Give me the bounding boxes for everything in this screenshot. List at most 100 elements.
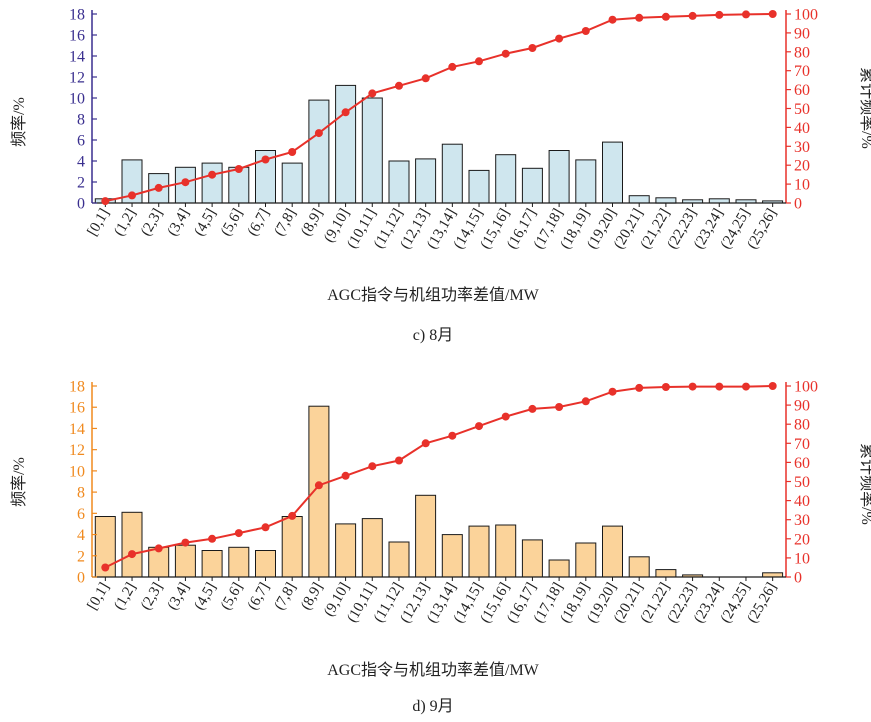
cumulative-point (234, 529, 243, 538)
cumulative-point (288, 511, 297, 520)
right-tick-label: 80 (794, 417, 810, 434)
x-tick-label: (3,4] (165, 580, 193, 613)
bar (201, 162, 223, 204)
cumulative-point (154, 544, 163, 553)
cumulative-point (261, 155, 270, 164)
cumulative-point (608, 387, 617, 396)
cumulative-point (181, 538, 190, 547)
cumulative-point (288, 148, 297, 156)
bar (201, 550, 223, 578)
right-tick-label: 30 (794, 139, 810, 156)
cumulative-point (101, 197, 110, 206)
bar (335, 84, 357, 204)
left-tick-label: 12 (69, 70, 85, 87)
cumulative-line (105, 13, 773, 203)
cumulative-point (234, 165, 243, 173)
left-tick-label: 14 (69, 49, 85, 66)
cumulative-point (395, 81, 403, 90)
left-tick-label: 6 (77, 506, 85, 523)
bar (121, 511, 143, 578)
left-tick-label: 8 (77, 485, 85, 502)
x-tick-label: (2,3] (138, 206, 166, 239)
bar (521, 167, 543, 204)
cumulative-point (635, 383, 644, 392)
cumulative-point (421, 74, 430, 83)
bar (361, 518, 383, 578)
left-tick-label: 2 (77, 548, 85, 565)
cumulative-point (688, 11, 697, 20)
bar (335, 523, 357, 578)
right-tick-label: 50 (794, 474, 810, 491)
x-tick-label: (4,5] (191, 206, 219, 239)
x-tick-label: [0,1] (85, 580, 113, 613)
x-tick-label: (2,3] (138, 580, 166, 613)
bar (361, 97, 383, 204)
chart-august-ylabel: 频率/% (10, 97, 28, 147)
right-tick-label: 40 (794, 493, 810, 510)
cumulative-point (475, 422, 483, 431)
right-tick-label: 50 (794, 101, 810, 118)
bar (468, 525, 490, 578)
bar (468, 169, 490, 204)
cumulative-point (208, 534, 217, 543)
cumulative-point (181, 178, 190, 187)
bar (495, 524, 517, 578)
bar (655, 569, 677, 578)
cumulative-point (661, 12, 670, 21)
cumulative-point (128, 191, 136, 200)
chart-august-subtitle: c) 8月 (413, 327, 453, 344)
x-tick-label: (7,8] (271, 206, 299, 239)
chart-september-xlabel: AGC指令与机组功率差值/MW (327, 661, 539, 679)
right-tick-label: 0 (794, 196, 802, 213)
left-tick-label: 0 (77, 196, 85, 213)
cumulative-point (475, 57, 483, 66)
right-tick-label: 70 (794, 436, 810, 453)
cumulative-point (768, 382, 777, 390)
bar (174, 544, 196, 578)
x-tick-label: (6,7] (245, 580, 273, 613)
chart-august: 频率/% 累计频率/% AGC指令与机组功率差值/MW c) 8月 0 2 4 6 8 1… (10, 7, 871, 345)
cumulative-point (688, 382, 697, 391)
cumulative-point (635, 13, 644, 22)
chart-september: 频率/% 累计频率/% AGC指令与机组功率差值/MW d) 9月 0 2 4 6 8 1… (10, 379, 871, 716)
chart-september-ylabel: 频率/% (10, 457, 28, 507)
chart-august-ylabel-right: 累计频率/% (858, 67, 871, 149)
cumulative-point (395, 456, 403, 465)
x-tick-label: (4,5] (191, 580, 219, 613)
right-tick-label: 60 (794, 82, 810, 99)
x-tick-label: (6,7] (245, 206, 273, 239)
x-tick-label: [0,1] (85, 206, 113, 239)
cumulative-point (742, 382, 750, 391)
cumulative-point (661, 383, 670, 391)
cumulative-point (715, 382, 724, 391)
cumulative-point (528, 44, 537, 52)
left-tick-label: 6 (77, 133, 85, 150)
cumulative-point (261, 523, 270, 532)
cumulative-point (555, 34, 564, 43)
right-tick-label: 0 (794, 570, 802, 587)
bar (388, 541, 410, 578)
cumulative-point (314, 481, 323, 490)
cumulative-point (368, 89, 377, 98)
left-tick-label: 0 (77, 570, 85, 587)
cumulative-point (448, 431, 457, 440)
cumulative-point (341, 471, 350, 480)
right-tick-label: 40 (794, 120, 810, 137)
cumulative-point (528, 404, 537, 413)
right-tick-label: 20 (794, 158, 810, 175)
chart-august-xlabel: AGC指令与机组功率差值/MW (327, 286, 539, 304)
cumulative-point (154, 183, 163, 192)
bar (602, 141, 623, 204)
bar (548, 150, 570, 204)
left-tick-label: 16 (69, 400, 85, 417)
cumulative-point (715, 10, 724, 19)
left-tick-label: 4 (77, 527, 85, 544)
cumulative-point (341, 108, 350, 117)
bar (388, 160, 410, 204)
x-tick-label: (5,6] (218, 580, 246, 613)
bar (521, 539, 543, 578)
cumulative-point (501, 412, 510, 421)
chart-september-subtitle: d) 9月 (412, 698, 453, 715)
x-tick-label: (3,4] (165, 206, 193, 239)
